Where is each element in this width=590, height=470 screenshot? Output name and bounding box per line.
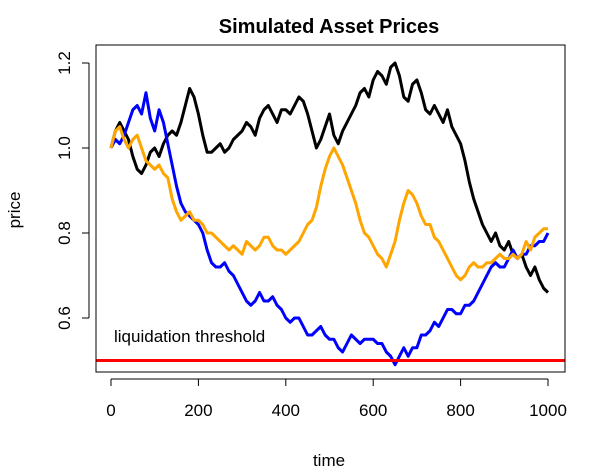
x-tick-label: 400 (272, 401, 300, 420)
y-tick-label: 0.6 (55, 306, 74, 330)
series-line-2 (109, 91, 550, 367)
x-axis: 0 200 400 600 800 1000 (106, 378, 567, 420)
plot-area (96, 61, 565, 367)
threshold-label: liquidation threshold (114, 327, 265, 346)
chart-title: Simulated Asset Prices (219, 16, 439, 38)
y-axis: 0.6 0.8 1.0 1.2 (55, 51, 90, 330)
x-tick-label: 800 (446, 401, 474, 420)
y-tick-label: 1.2 (55, 51, 74, 75)
x-tick-label: 200 (184, 401, 212, 420)
y-tick-label: 1.0 (55, 136, 74, 160)
plot-frame (95, 44, 566, 373)
series-line-1 (109, 61, 550, 294)
y-axis-label: price (5, 192, 24, 229)
x-tick-label: 0 (106, 401, 115, 420)
x-tick-label: 1000 (529, 401, 567, 420)
y-tick-label: 0.8 (55, 221, 74, 245)
x-tick-label: 600 (359, 401, 387, 420)
series-line-3 (109, 125, 548, 282)
x-axis-label: time (313, 451, 345, 470)
